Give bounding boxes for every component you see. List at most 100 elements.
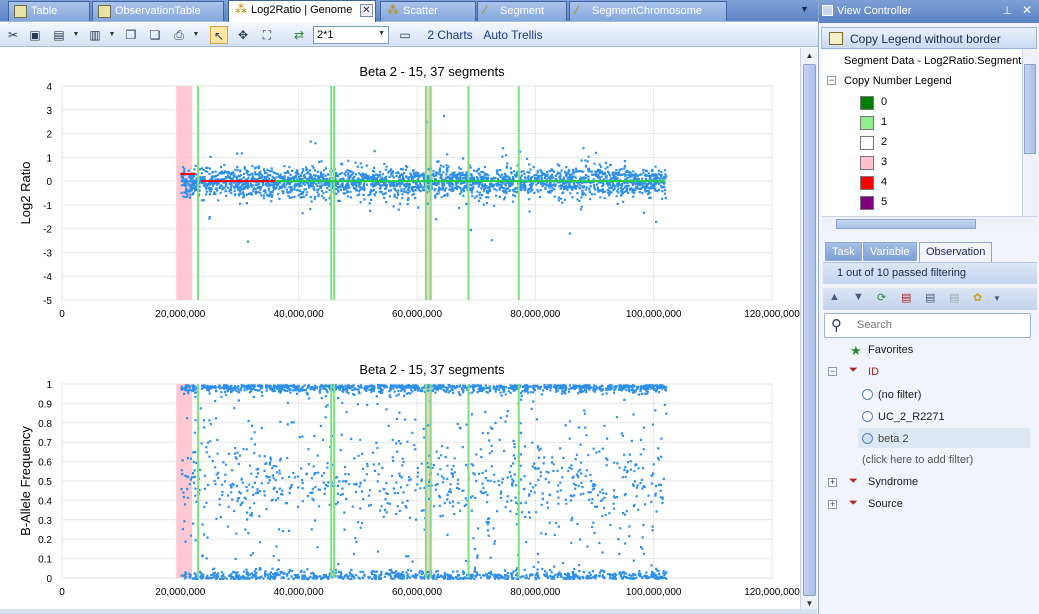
filter-funnel-icon: ⏷ (849, 475, 858, 487)
y-tick-label: 0 (46, 574, 52, 585)
chart-horizontal-scrollbar[interactable] (0, 609, 817, 614)
filter-option-label[interactable]: UC_2_R2271 (878, 411, 945, 423)
tools-icon[interactable]: ✂ (7, 28, 19, 42)
remove-filter-icon[interactable]: ▤ (901, 292, 912, 304)
tab-observation-table[interactable]: ObservationTable (92, 1, 224, 21)
lasso-select-icon[interactable]: ✥ (237, 28, 249, 42)
legend-segment-label: Segment Data - Log2Ratio.Segment (844, 55, 1022, 67)
radio-uc-2-r2271[interactable] (862, 411, 873, 422)
export-dropdown-icon[interactable]: ▼ (72, 31, 80, 38)
scroll-thumb[interactable] (1024, 64, 1036, 154)
image-dropdown-icon[interactable]: ▼ (108, 31, 116, 38)
legend-title: Copy Number Legend (844, 75, 952, 87)
view-controller-panel: View Controller ⊥ ✕ Copy Legend without … (818, 0, 1039, 614)
y-tick-label: 0.3 (38, 516, 52, 527)
add-filter-link[interactable]: (click here to add filter) (862, 454, 974, 466)
tab-scatter[interactable]: ⁂ Scatter (380, 1, 476, 21)
close-tab-icon[interactable]: ✕ (360, 4, 373, 17)
favorites-item[interactable]: Favorites (868, 344, 914, 356)
tab-overflow-arrow-icon[interactable]: ▼ (800, 4, 809, 14)
x-tick-label: 60,000,000 (392, 587, 442, 598)
scroll-thumb[interactable] (836, 219, 976, 229)
legend-panel: Segment Data - Log2Ratio.Segment − Copy … (822, 50, 1022, 216)
id-filter-item[interactable]: ID (868, 366, 879, 378)
image-icon[interactable]: ▥ (89, 28, 101, 42)
legend-swatch (860, 116, 874, 130)
move-up-icon[interactable]: ▲ (829, 291, 840, 303)
tab-table[interactable]: Table (8, 1, 90, 21)
tab-variable[interactable]: Variable (863, 242, 917, 261)
copy-number-region (425, 86, 432, 300)
search-input[interactable] (857, 319, 1017, 331)
properties-icon[interactable]: ▣ (29, 28, 41, 42)
tab-log2ratio-genome[interactable]: ⁂ Log2Ratio | Genome ✕ (228, 0, 376, 22)
filter-disabled-icon[interactable]: ▤ (949, 292, 960, 304)
trellis-layout-select[interactable]: 2*1 ▼ (313, 26, 389, 44)
filter-status: 1 out of 10 passed filtering (823, 262, 1037, 284)
chart-vertical-scrollbar[interactable]: ▲ ▼ (800, 48, 817, 612)
print-dropdown-icon[interactable]: ▼ (192, 31, 200, 38)
scroll-thumb[interactable] (803, 64, 816, 596)
table-icon (14, 5, 27, 18)
legend-horizontal-scrollbar[interactable] (822, 216, 1037, 231)
x-tick-label: 40,000,000 (274, 309, 324, 320)
source-filter-item[interactable]: Source (868, 498, 903, 510)
legend-vertical-scrollbar[interactable] (1022, 50, 1037, 216)
paste-icon[interactable]: ❏ (149, 28, 161, 42)
syndrome-filter-item[interactable]: Syndrome (868, 476, 919, 488)
copy-icon[interactable]: ❐ (125, 28, 137, 42)
filter-option-label[interactable]: (no filter) (878, 389, 922, 401)
scroll-up-icon[interactable]: ▲ (805, 51, 814, 60)
y-tick-label: 0 (46, 177, 52, 188)
x-tick-label: 60,000,000 (392, 309, 442, 320)
filter-list-icon[interactable]: ▤ (925, 292, 936, 304)
tab-segment[interactable]: ⁄ Segment (477, 1, 567, 21)
options-icon[interactable]: ✿ (973, 292, 983, 304)
scroll-down-icon[interactable]: ▼ (805, 599, 814, 608)
move-down-icon[interactable]: ▼ (853, 291, 864, 303)
view-controller-icon (822, 5, 833, 16)
layout-icon[interactable]: ▭ (399, 28, 411, 42)
y-tick-label: 2 (46, 130, 52, 141)
y-tick-label: 0.2 (38, 535, 52, 546)
tab-observation[interactable]: Observation (919, 242, 993, 262)
refresh-icon[interactable]: ⇄ (293, 28, 305, 42)
filter-funnel-icon: ⏷ (849, 364, 858, 376)
chart-title: Beta 2 - 15, 37 segments (359, 64, 505, 79)
charts-count-button[interactable]: 2 Charts (427, 28, 473, 42)
y-tick-label: 4 (46, 82, 52, 93)
radio-beta-2[interactable] (862, 433, 873, 444)
filter-option-label[interactable]: beta 2 (878, 433, 909, 445)
export-icon[interactable]: ▤ (53, 28, 65, 42)
selected-filter-row[interactable] (858, 428, 1030, 448)
y-tick-label: 0.7 (38, 438, 52, 449)
tab-task[interactable]: Task (825, 242, 862, 261)
expand-icon[interactable]: + (828, 477, 837, 487)
close-icon[interactable]: ✕ (1021, 3, 1032, 17)
auto-trellis-button[interactable]: Auto Trellis (483, 28, 543, 42)
tab-segment-chromosome[interactable]: ⁄ SegmentChromosome (569, 1, 727, 21)
x-tick-label: 80,000,000 (510, 587, 560, 598)
pin-icon[interactable]: ⊥ (1002, 5, 1012, 17)
clipboard-icon (829, 32, 843, 45)
legend-item: 0 (860, 95, 980, 110)
y-tick-label: 0.9 (38, 399, 52, 410)
collapse-icon[interactable]: − (827, 75, 836, 85)
collapse-icon[interactable]: − (828, 366, 837, 376)
options-dropdown-icon[interactable]: ▼ (993, 294, 1001, 303)
expand-icon[interactable]: + (828, 499, 837, 509)
y-tick-label: -2 (43, 225, 52, 236)
copy-legend-button[interactable]: Copy Legend without border (821, 27, 1037, 49)
zoom-fit-icon[interactable]: ⛶ (262, 28, 272, 42)
y-tick-label: 0.5 (38, 477, 52, 488)
legend-item: 5 (860, 195, 980, 210)
refresh-filter-icon[interactable]: ⟳ (877, 292, 887, 304)
radio-no-filter[interactable] (862, 389, 873, 400)
pointer-select-icon[interactable]: ↖ (210, 26, 228, 44)
x-tick-label: 100,000,000 (626, 587, 682, 598)
x-tick-label: 20,000,000 (155, 309, 205, 320)
legend-swatch (860, 136, 874, 150)
chart-2: Beta 2 - 15, 37 segments B-Allele Frequen… (18, 362, 800, 598)
print-icon[interactable]: ⎙ (174, 28, 184, 42)
